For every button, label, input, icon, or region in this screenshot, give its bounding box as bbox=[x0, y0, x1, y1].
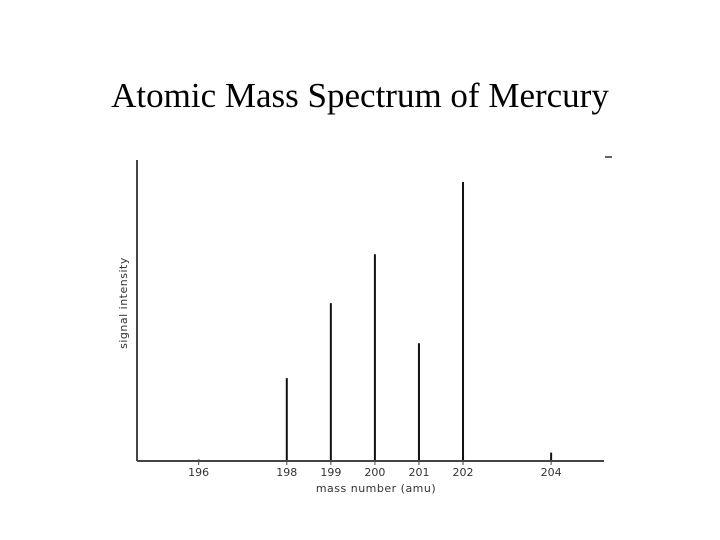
x-tick-label-200: 200 bbox=[364, 466, 385, 479]
x-tick-label-202: 202 bbox=[453, 466, 474, 479]
y-axis-label: signal intensity bbox=[117, 257, 130, 349]
peaks-group bbox=[197, 182, 553, 461]
slide-title: Atomic Mass Spectrum of Mercury bbox=[111, 76, 609, 115]
x-axis-label: mass number (amu) bbox=[316, 482, 436, 495]
x-tick-label-198: 198 bbox=[276, 466, 297, 479]
x-tick-label-201: 201 bbox=[408, 466, 429, 479]
x-tick-label-199: 199 bbox=[320, 466, 341, 479]
x-tick-label-196: 196 bbox=[188, 466, 209, 479]
x-tick-label-204: 204 bbox=[541, 466, 562, 479]
x-ticks-group: 196 198 199 200 201 202 204 bbox=[188, 461, 562, 479]
